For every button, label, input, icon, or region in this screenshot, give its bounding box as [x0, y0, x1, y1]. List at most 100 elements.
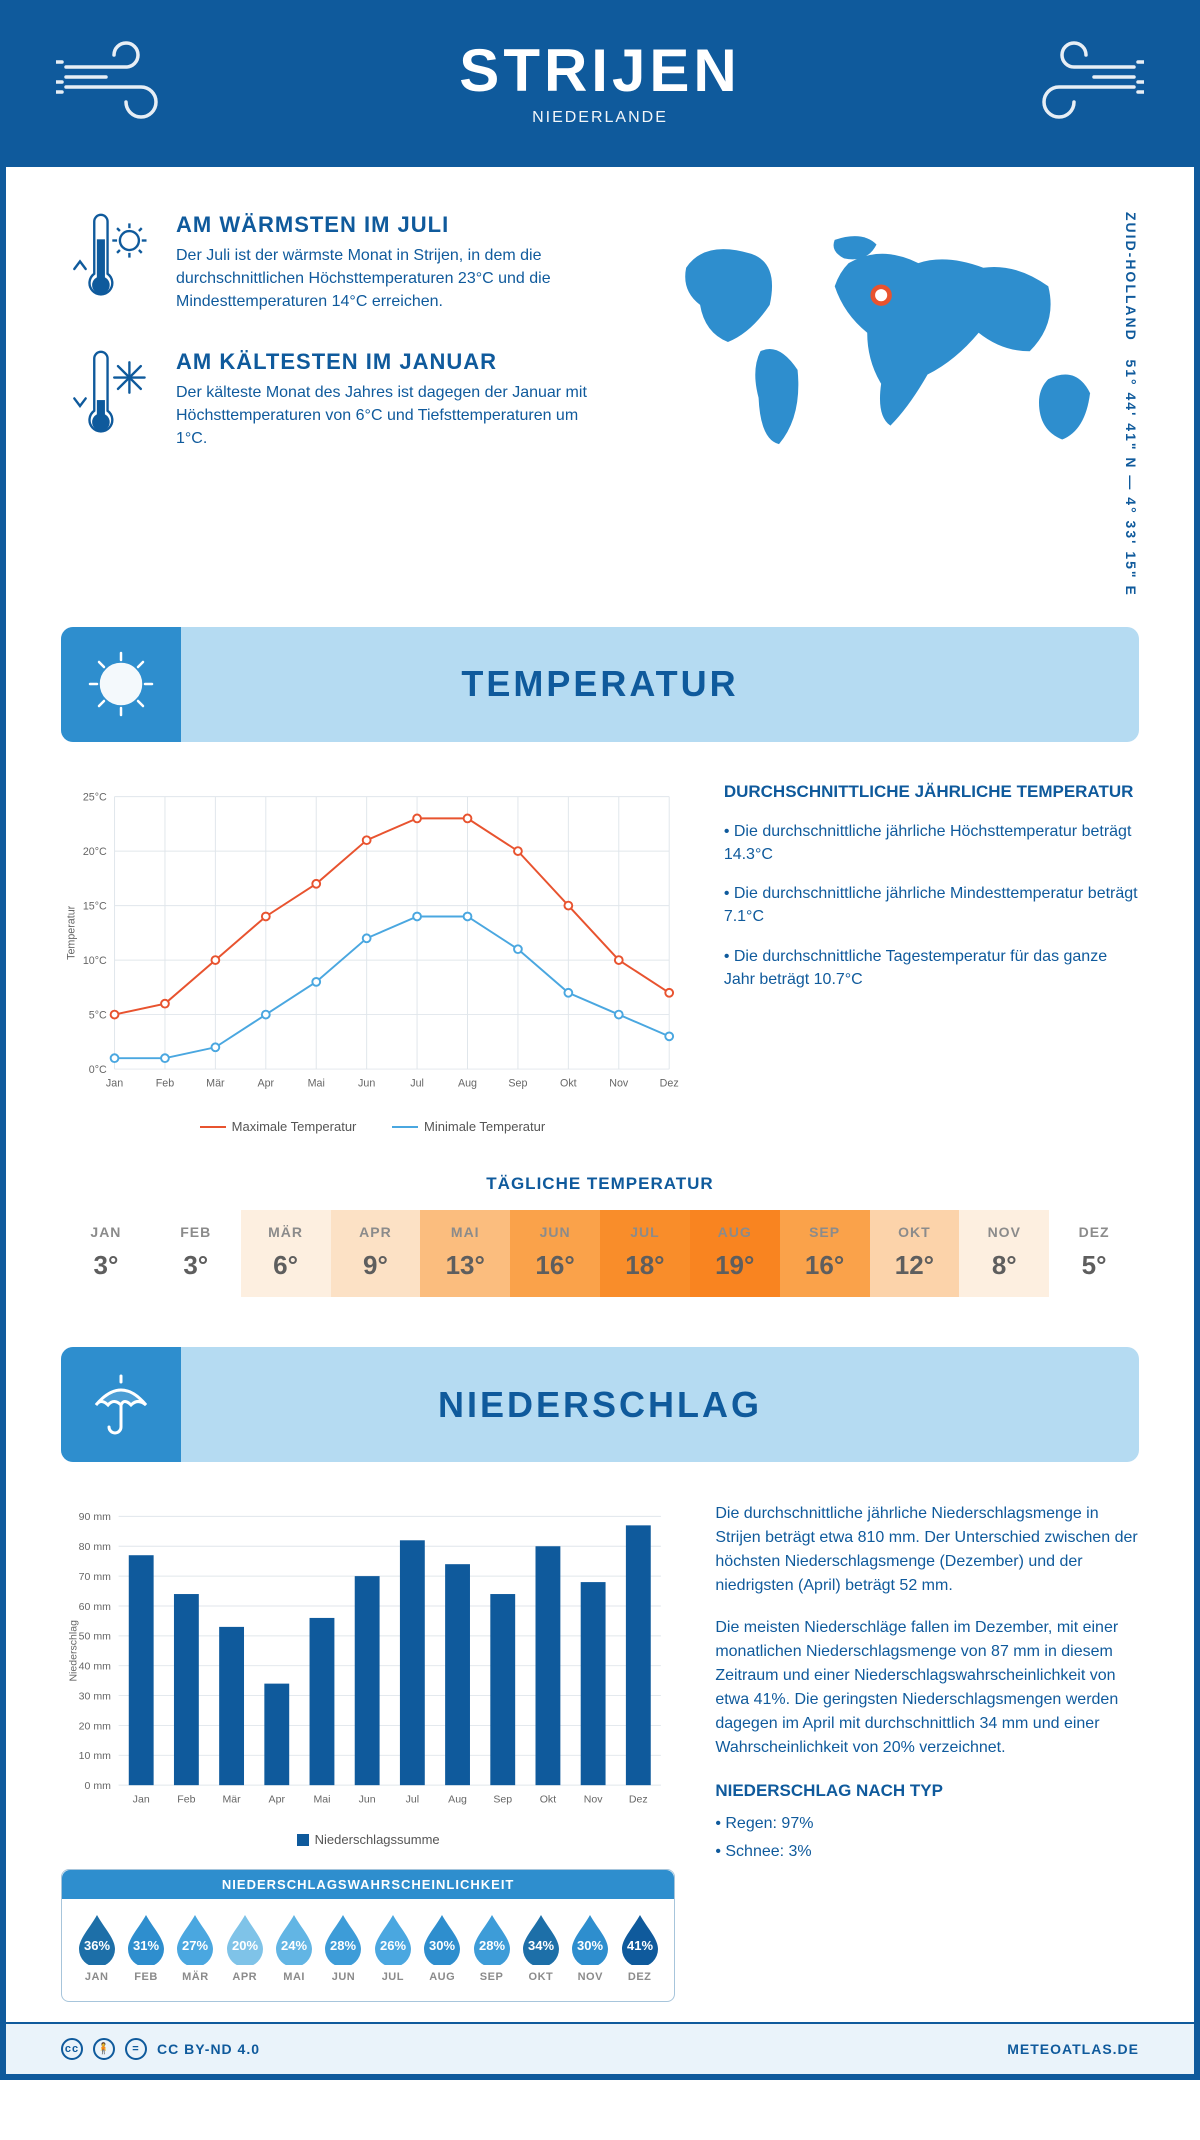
wind-icon-right — [1024, 37, 1144, 127]
temperature-line-chart: 0°C5°C10°C15°C20°C25°CJanFebMärAprMaiJun… — [61, 782, 684, 1135]
daily-cell: FEB3° — [151, 1210, 241, 1297]
svg-text:30 mm: 30 mm — [79, 1691, 111, 1703]
svg-text:Dez: Dez — [629, 1794, 648, 1806]
svg-text:Okt: Okt — [540, 1794, 556, 1806]
svg-text:Sep: Sep — [493, 1794, 512, 1806]
country-subtitle: NIEDERLANDE — [459, 109, 740, 127]
svg-text:Sep: Sep — [508, 1077, 527, 1089]
thermometer-cold-icon — [61, 349, 156, 444]
probability-drop: 34%OKT — [516, 1913, 565, 1983]
precipitation-text: Die durchschnittliche jährliche Niedersc… — [715, 1502, 1139, 2001]
svg-text:60 mm: 60 mm — [79, 1601, 111, 1613]
temp-chart-legend: Maximale Temperatur Minimale Temperatur — [61, 1116, 684, 1135]
svg-text:50 mm: 50 mm — [79, 1631, 111, 1643]
daily-cell: JUN16° — [510, 1210, 600, 1297]
svg-text:30%: 30% — [577, 1938, 603, 1953]
probability-drop: 28%JUN — [319, 1913, 368, 1983]
precipitation-probability-box: NIEDERSCHLAGSWAHRSCHEINLICHKEIT 36%JAN31… — [61, 1869, 675, 2002]
coldest-title: AM KÄLTESTEN IM JANUAR — [176, 349, 609, 375]
svg-text:Feb: Feb — [177, 1794, 195, 1806]
svg-text:Mai: Mai — [308, 1077, 325, 1089]
probability-drop: 26%JUL — [368, 1913, 417, 1983]
svg-text:31%: 31% — [133, 1938, 159, 1953]
svg-text:0 mm: 0 mm — [85, 1780, 112, 1792]
svg-text:Temperatur: Temperatur — [66, 905, 78, 959]
svg-text:90 mm: 90 mm — [79, 1512, 111, 1524]
svg-text:Dez: Dez — [660, 1077, 679, 1089]
probability-drop: 28%SEP — [467, 1913, 516, 1983]
sun-tab-icon — [61, 627, 181, 742]
daily-title: TÄGLICHE TEMPERATUR — [61, 1174, 1139, 1194]
footer-bar: cc 🧍 = CC BY-ND 4.0 METEOATLAS.DE — [6, 2022, 1194, 2074]
svg-text:26%: 26% — [380, 1938, 406, 1953]
svg-text:Aug: Aug — [458, 1077, 477, 1089]
cc-by-icon: 🧍 — [93, 2038, 115, 2060]
intro-row: AM WÄRMSTEN IM JULI Der Juli ist der wär… — [61, 212, 1139, 597]
svg-text:28%: 28% — [330, 1938, 356, 1953]
svg-text:20 mm: 20 mm — [79, 1721, 111, 1733]
probability-drop: 30%AUG — [418, 1913, 467, 1983]
probability-drop: 30%NOV — [566, 1913, 615, 1983]
svg-text:28%: 28% — [479, 1938, 505, 1953]
hottest-title: AM WÄRMSTEN IM JULI — [176, 212, 609, 238]
site-label: METEOATLAS.DE — [1007, 2041, 1139, 2057]
svg-text:36%: 36% — [84, 1938, 110, 1953]
svg-text:34%: 34% — [528, 1938, 554, 1953]
svg-text:20%: 20% — [232, 1938, 258, 1953]
wind-icon-left — [56, 37, 176, 127]
svg-text:Jun: Jun — [358, 1077, 375, 1089]
probability-drop: 36%JAN — [72, 1913, 121, 1983]
probability-drop: 31%FEB — [121, 1913, 170, 1983]
svg-text:Okt: Okt — [560, 1077, 577, 1089]
map-column: ZUID-HOLLAND 51° 44' 41" N — 4° 33' 15" … — [649, 212, 1139, 597]
cc-nd-icon: = — [125, 2038, 147, 2060]
svg-text:40 mm: 40 mm — [79, 1661, 111, 1673]
precip-type-1: • Regen: 97% — [715, 1812, 1139, 1836]
svg-text:10°C: 10°C — [83, 955, 107, 967]
temp-info-b1: • Die durchschnittliche jährliche Höchst… — [724, 820, 1139, 866]
probability-drop: 20%APR — [220, 1913, 269, 1983]
precipitation-bar-chart: 0 mm10 mm20 mm30 mm40 mm50 mm60 mm70 mm8… — [61, 1502, 675, 2001]
infographic-frame: STRIJEN NIEDERLANDE — [0, 0, 1200, 2080]
temp-info-b3: • Die durchschnittliche Tagestemperatur … — [724, 945, 1139, 991]
svg-text:Feb: Feb — [156, 1077, 174, 1089]
precip-type-2: • Schnee: 3% — [715, 1840, 1139, 1864]
svg-text:Mär: Mär — [222, 1794, 241, 1806]
svg-text:Jan: Jan — [133, 1794, 150, 1806]
svg-text:10 mm: 10 mm — [79, 1751, 111, 1763]
precip-type-title: NIEDERSCHLAG NACH TYP — [715, 1778, 1139, 1804]
content-area: AM WÄRMSTEN IM JULI Der Juli ist der wär… — [6, 167, 1194, 2022]
svg-text:80 mm: 80 mm — [79, 1542, 111, 1554]
coordinates-label: ZUID-HOLLAND 51° 44' 41" N — 4° 33' 15" … — [1123, 212, 1139, 597]
svg-text:41%: 41% — [627, 1938, 653, 1953]
svg-text:0°C: 0°C — [89, 1064, 107, 1076]
svg-text:27%: 27% — [182, 1938, 208, 1953]
daily-cell: AUG19° — [690, 1210, 780, 1297]
svg-text:Apr: Apr — [257, 1077, 274, 1089]
svg-text:Mai: Mai — [313, 1794, 330, 1806]
precip-p1: Die durchschnittliche jährliche Niedersc… — [715, 1502, 1139, 1598]
hottest-fact: AM WÄRMSTEN IM JULI Der Juli ist der wär… — [61, 212, 609, 314]
temp-info-b2: • Die durchschnittliche jährliche Mindes… — [724, 882, 1139, 928]
thermometer-hot-icon — [61, 212, 156, 307]
daily-cell: JAN3° — [61, 1210, 151, 1297]
daily-cell: JUL18° — [600, 1210, 690, 1297]
svg-text:20°C: 20°C — [83, 846, 107, 858]
precipitation-section-bar: NIEDERSCHLAG — [61, 1347, 1139, 1462]
world-map — [649, 212, 1113, 472]
svg-text:25°C: 25°C — [83, 791, 107, 803]
hottest-text: Der Juli ist der wärmste Monat in Strije… — [176, 244, 609, 314]
svg-text:Aug: Aug — [448, 1794, 467, 1806]
svg-text:15°C: 15°C — [83, 900, 107, 912]
temp-info-title: DURCHSCHNITTLICHE JÄHRLICHE TEMPERATUR — [724, 782, 1139, 802]
svg-text:Apr: Apr — [269, 1794, 286, 1806]
daily-cell: APR9° — [331, 1210, 421, 1297]
daily-cell: SEP16° — [780, 1210, 870, 1297]
probability-drop: 41%DEZ — [615, 1913, 664, 1983]
svg-text:24%: 24% — [281, 1938, 307, 1953]
license-block: cc 🧍 = CC BY-ND 4.0 — [61, 2038, 260, 2060]
prob-title: NIEDERSCHLAGSWAHRSCHEINLICHKEIT — [62, 1870, 674, 1899]
svg-text:30%: 30% — [429, 1938, 455, 1953]
daily-cell: NOV8° — [959, 1210, 1049, 1297]
license-label: CC BY-ND 4.0 — [157, 2041, 260, 2057]
